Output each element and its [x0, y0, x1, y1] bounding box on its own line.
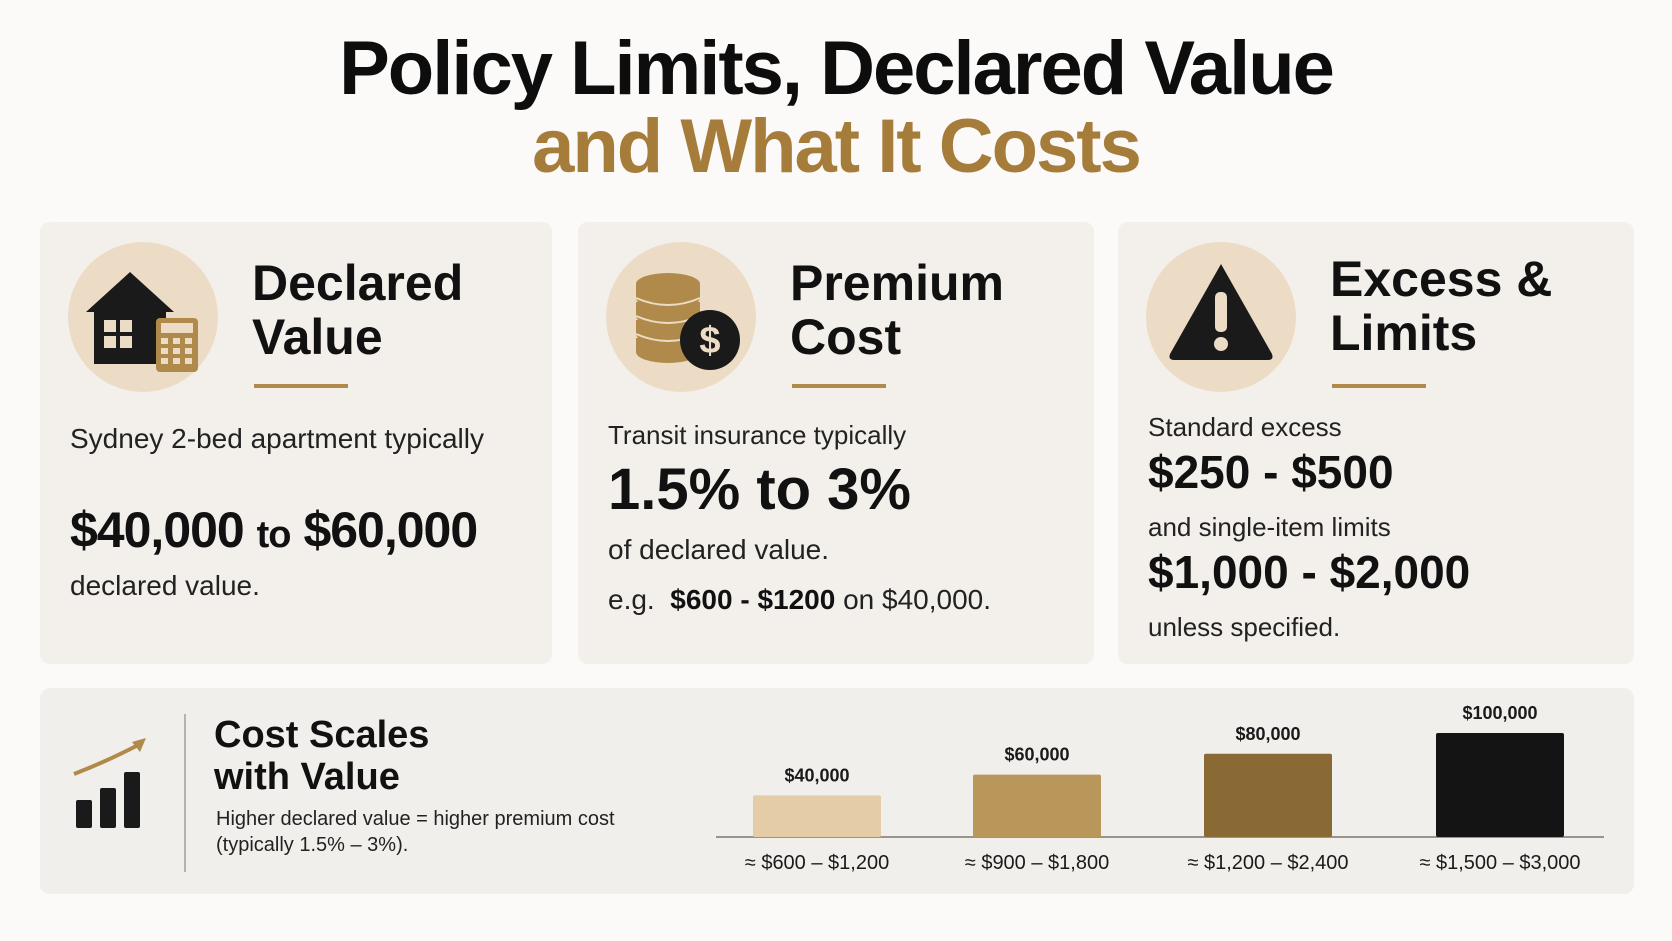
card-text: and single-item limits	[1148, 512, 1391, 542]
amount-range: $40,000 to $60,000	[70, 500, 478, 565]
amount-to-word: to	[256, 514, 292, 556]
cost-scales-panel: Cost Scales with Value Higher declared v…	[40, 688, 1634, 894]
bar-range-label: ≈ $1,500 – $3,000	[1419, 852, 1580, 874]
declared-value-card: Declared Value Sydney 2-bed apartment ty…	[40, 222, 552, 664]
card-title: Excess & Limits	[1330, 252, 1552, 360]
bar-range-label: ≈ $1,200 – $2,400	[1187, 852, 1348, 874]
bar	[1204, 753, 1332, 837]
bar-value-label: $100,000	[1462, 703, 1537, 723]
house-calculator-icon	[68, 242, 218, 392]
card-text: declared value.	[70, 570, 260, 601]
excess-limits-card: Excess & Limits Standard excess $250 - $…	[1118, 222, 1634, 664]
bar	[973, 774, 1101, 837]
amount-from: $40,000	[70, 502, 245, 558]
card-title-line-1: Declared	[252, 255, 464, 311]
excess-amount: $250 - $500	[1148, 446, 1394, 498]
card-title-line-1: Excess &	[1330, 251, 1553, 307]
bar	[1436, 733, 1564, 837]
title-underline	[792, 384, 886, 388]
premium-rate: 1.5% to 3%	[608, 457, 911, 522]
title-line-2: and What It Costs	[532, 104, 1142, 189]
card-title-line-2: Cost	[790, 309, 902, 365]
card-title: Declared Value	[252, 256, 463, 364]
warning-triangle-icon	[1146, 242, 1296, 392]
title-underline	[254, 384, 348, 388]
title-line-1: Policy Limits, Declared Value	[339, 26, 1335, 111]
bar-value-label: $40,000	[784, 765, 849, 785]
card-text: Sydney 2-bed apartment typically	[70, 423, 484, 454]
limits-amount: $1,000 - $2,000	[1148, 546, 1471, 598]
bar-range-label: ≈ $600 – $1,200	[745, 852, 889, 874]
panel-title: Cost Scales with Value	[214, 714, 429, 798]
card-text: unless specified.	[1148, 612, 1341, 642]
page-title: Policy Limits, Declared Value and What I…	[0, 30, 1672, 186]
card-title-line-1: Premium	[790, 255, 1004, 311]
example-amount: $600 - $1200	[670, 584, 836, 615]
premium-cost-card: $ Premium Cost Transit insurance typical…	[578, 222, 1094, 664]
premium-example: e.g. $600 - $1200 on $40,000.	[608, 584, 991, 616]
svg-text:$: $	[699, 320, 720, 362]
card-title-line-2: Limits	[1330, 305, 1478, 361]
panel-subtitle: Higher declared value = higher premium c…	[216, 808, 615, 856]
card-text: Transit insurance typically	[608, 420, 907, 450]
panel-title-line-2: with Value	[214, 756, 400, 798]
amount-to: $60,000	[303, 502, 478, 558]
card-title: Premium Cost	[790, 256, 1004, 364]
example-suffix: on $40,000.	[843, 584, 992, 615]
bar-value-label: $60,000	[1004, 745, 1069, 765]
coins-dollar-icon: $	[606, 242, 756, 392]
title-underline	[1332, 384, 1426, 388]
card-text: of declared value.	[608, 534, 830, 565]
bar	[753, 795, 881, 837]
bar-value-label: $80,000	[1235, 724, 1300, 744]
divider	[184, 714, 186, 872]
growth-chart-icon	[73, 738, 146, 828]
example-prefix: e.g.	[608, 584, 655, 615]
panel-title-line-1: Cost Scales	[214, 714, 430, 756]
bar-range-label: ≈ $900 – $1,800	[965, 852, 1109, 874]
card-title-line-2: Value	[252, 309, 383, 365]
card-text: Standard excess	[1148, 412, 1342, 442]
